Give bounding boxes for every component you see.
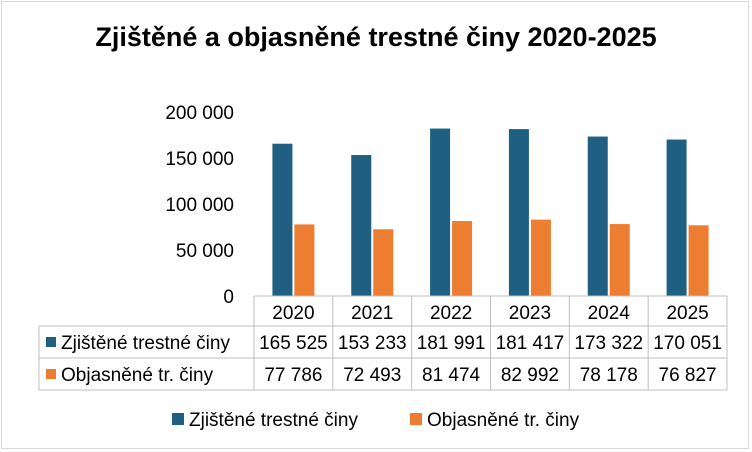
data-label: 81 474	[422, 365, 481, 386]
chart-title: Zjištěné a objasněné trestné činy 2020-2…	[95, 22, 656, 52]
data-label: 170 051	[653, 333, 722, 354]
data-label: 181 417	[496, 333, 565, 354]
table-series-label: Zjištěné trestné činy	[61, 333, 230, 354]
bar-objasnene-2025	[688, 225, 709, 296]
x-tick-label: 2025	[666, 303, 708, 324]
x-tick-label: 2021	[351, 303, 393, 324]
data-label: 77 786	[264, 365, 322, 386]
bar-zjistene-2021	[351, 155, 372, 296]
table-series-label: Objasněné tr. činy	[61, 365, 214, 386]
legend-swatch	[410, 413, 422, 425]
legend-label: Zjištěné trestné činy	[189, 410, 358, 431]
data-label: 82 992	[501, 365, 559, 386]
data-label: 173 322	[574, 333, 643, 354]
y-tick-label: 200 000	[165, 103, 234, 124]
data-label: 153 233	[338, 333, 407, 354]
data-label: 76 827	[659, 365, 717, 386]
legend-swatch	[172, 413, 184, 425]
data-label: 181 991	[417, 333, 486, 354]
bar-zjistene-2024	[587, 136, 608, 296]
data-label: 72 493	[343, 365, 401, 386]
table-legend-key	[46, 369, 56, 379]
bar-objasnene-2023	[530, 219, 551, 296]
bar-objasnene-2021	[373, 229, 394, 296]
x-tick-label: 2024	[588, 303, 631, 324]
legend-label: Objasněné tr. činy	[427, 410, 580, 431]
bar-objasnene-2020	[294, 224, 315, 296]
x-tick-label: 2023	[509, 303, 551, 324]
data-label: 78 178	[580, 365, 638, 386]
data-label: 165 525	[259, 333, 328, 354]
y-tick-label: 150 000	[165, 149, 234, 170]
x-tick-label: 2020	[272, 303, 314, 324]
y-tick-label: 100 000	[165, 195, 234, 216]
table-legend-key	[46, 337, 56, 347]
bar-objasnene-2024	[609, 224, 630, 296]
y-tick-label: 50 000	[176, 241, 234, 262]
bar-zjistene-2022	[430, 128, 451, 296]
bar-zjistene-2023	[508, 129, 529, 296]
bar-zjistene-2025	[666, 139, 687, 296]
x-tick-label: 2022	[430, 303, 472, 324]
y-tick-label: 0	[223, 287, 234, 308]
bar-objasnene-2022	[452, 221, 473, 296]
bar-zjistene-2020	[272, 143, 293, 296]
